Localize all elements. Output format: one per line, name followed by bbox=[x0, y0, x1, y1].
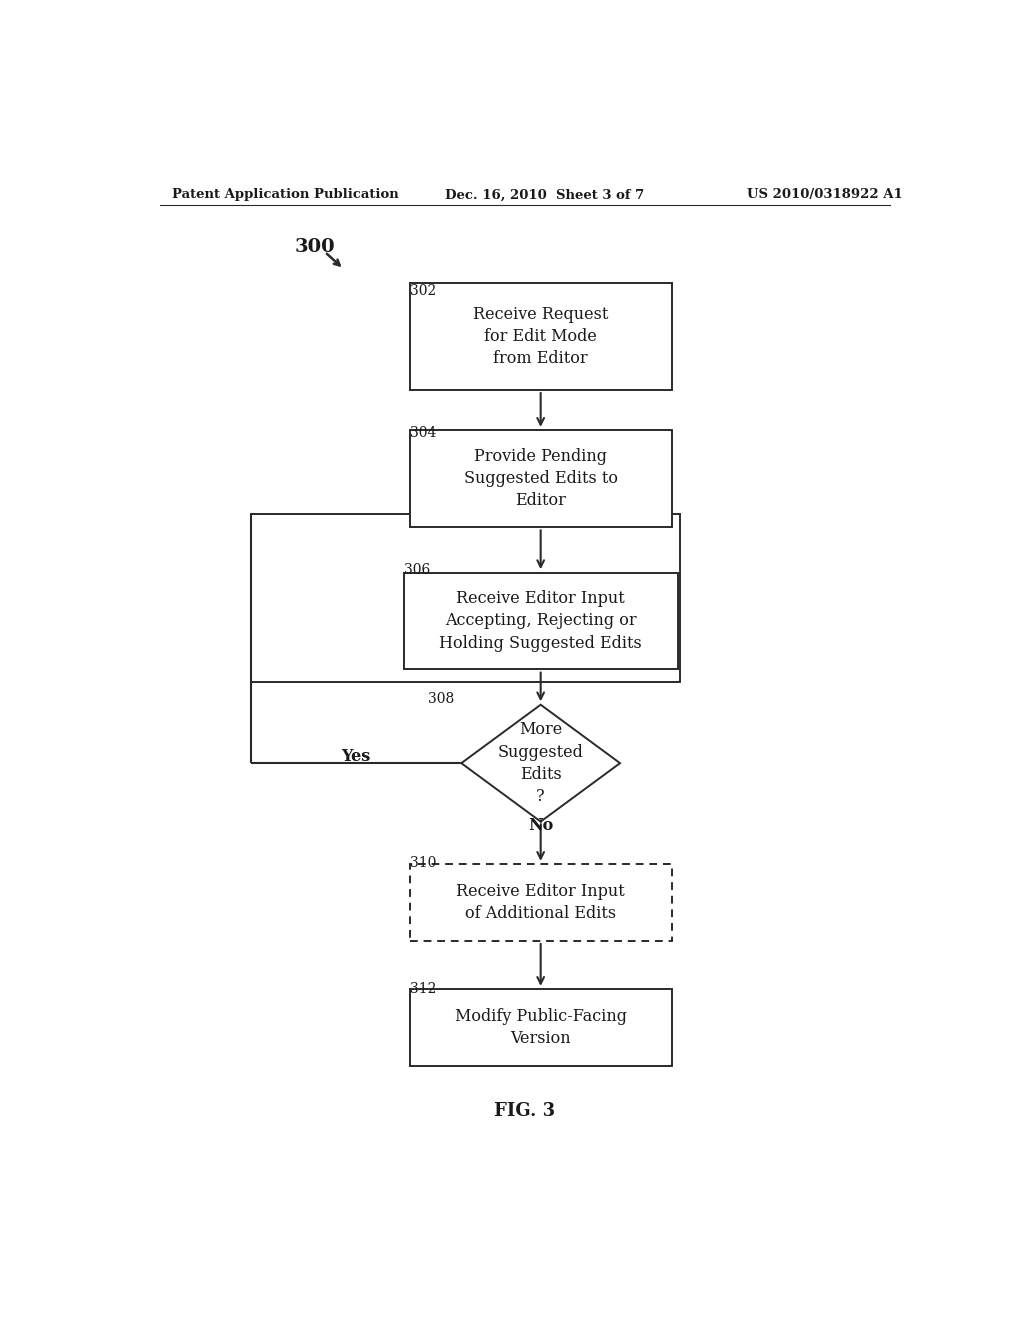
Text: US 2010/0318922 A1: US 2010/0318922 A1 bbox=[748, 189, 903, 202]
Text: 302: 302 bbox=[410, 284, 436, 297]
FancyBboxPatch shape bbox=[410, 430, 672, 527]
FancyBboxPatch shape bbox=[410, 282, 672, 389]
Text: Receive Request
for Edit Mode
from Editor: Receive Request for Edit Mode from Edito… bbox=[473, 305, 608, 367]
Polygon shape bbox=[462, 705, 620, 821]
FancyBboxPatch shape bbox=[410, 989, 672, 1065]
Text: 300: 300 bbox=[295, 238, 335, 256]
Text: Yes: Yes bbox=[341, 747, 370, 764]
Text: FIG. 3: FIG. 3 bbox=[495, 1102, 555, 1119]
Text: Provide Pending
Suggested Edits to
Editor: Provide Pending Suggested Edits to Edito… bbox=[464, 447, 617, 510]
Text: 304: 304 bbox=[410, 426, 436, 440]
Text: More
Suggested
Edits
?: More Suggested Edits ? bbox=[498, 721, 584, 805]
FancyBboxPatch shape bbox=[403, 573, 678, 669]
Text: Receive Editor Input
Accepting, Rejecting or
Holding Suggested Edits: Receive Editor Input Accepting, Rejectin… bbox=[439, 590, 642, 652]
Text: 310: 310 bbox=[410, 855, 436, 870]
Text: Modify Public-Facing
Version: Modify Public-Facing Version bbox=[455, 1008, 627, 1047]
Text: 308: 308 bbox=[428, 692, 455, 706]
Text: Receive Editor Input
of Additional Edits: Receive Editor Input of Additional Edits bbox=[457, 883, 625, 921]
Text: 312: 312 bbox=[410, 982, 436, 995]
FancyBboxPatch shape bbox=[251, 515, 680, 682]
FancyBboxPatch shape bbox=[410, 865, 672, 941]
Text: 306: 306 bbox=[404, 564, 430, 577]
Text: Dec. 16, 2010  Sheet 3 of 7: Dec. 16, 2010 Sheet 3 of 7 bbox=[445, 189, 645, 202]
Text: Patent Application Publication: Patent Application Publication bbox=[172, 189, 398, 202]
Text: No: No bbox=[528, 817, 553, 834]
